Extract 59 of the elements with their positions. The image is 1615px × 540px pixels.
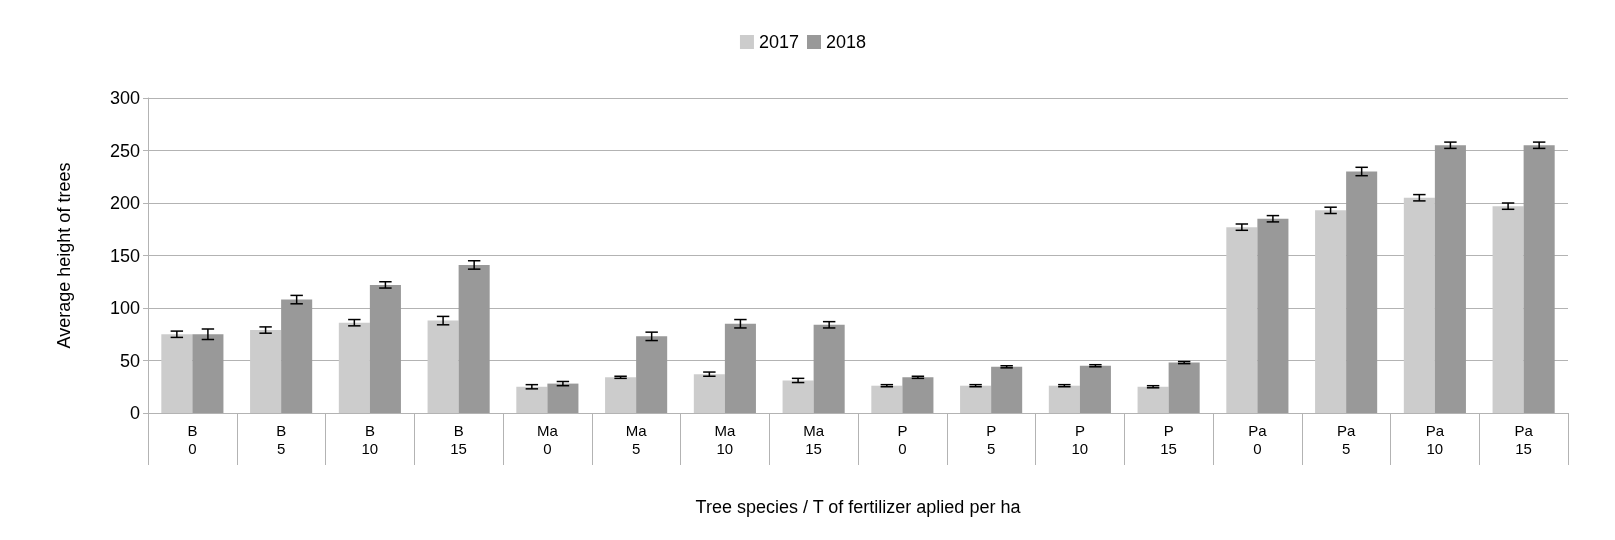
bar xyxy=(1492,206,1524,413)
x-tick-label: B 15 xyxy=(450,421,467,457)
bar xyxy=(1403,197,1435,413)
bar xyxy=(547,383,579,413)
x-tick-label: Ma 10 xyxy=(714,421,736,457)
x-tick-label: Ma 5 xyxy=(625,421,648,457)
bar xyxy=(871,385,903,413)
bar xyxy=(281,299,313,413)
x-tick-label: P 10 xyxy=(1071,421,1089,457)
x-tick-label: B 10 xyxy=(361,421,379,457)
bar xyxy=(1137,386,1169,413)
legend-label: 2018 xyxy=(826,32,867,52)
y-tick-label: 0 xyxy=(129,403,140,423)
x-tick-label: Pa 5 xyxy=(1336,421,1356,457)
bar xyxy=(192,334,224,413)
bar xyxy=(1346,171,1378,413)
y-tick-label: 50 xyxy=(119,350,140,371)
bar xyxy=(1434,145,1466,413)
bar xyxy=(693,374,725,413)
bar xyxy=(161,334,193,413)
y-tick-label: 250 xyxy=(109,140,140,161)
bar xyxy=(813,324,845,413)
bar xyxy=(636,336,668,413)
bar xyxy=(960,385,992,413)
bar xyxy=(338,322,370,413)
x-axis-title: Tree species / T of fertilizer aplied per ha xyxy=(695,497,1022,517)
y-axis-title: Average height of trees xyxy=(54,162,74,349)
bar xyxy=(1079,365,1111,413)
y-tick-label: 300 xyxy=(109,88,140,108)
x-tick-label: Ma 15 xyxy=(803,421,825,457)
x-tick-label: Pa 15 xyxy=(1514,421,1534,457)
bar xyxy=(1048,385,1080,413)
x-tick-label: P 5 xyxy=(986,421,997,457)
x-tick-label: Ma 0 xyxy=(536,421,559,457)
x-tick-label: B 0 xyxy=(187,421,198,457)
bar xyxy=(1315,210,1347,413)
bar xyxy=(724,323,756,413)
bar xyxy=(605,377,637,413)
x-tick-label: P 15 xyxy=(1160,421,1177,457)
bar xyxy=(991,366,1023,413)
bar xyxy=(1257,218,1289,413)
x-tick-label: Pa 10 xyxy=(1425,421,1445,457)
bar xyxy=(1168,362,1200,413)
x-tick-label: B 5 xyxy=(276,421,287,457)
bar xyxy=(1523,145,1555,413)
legend-label: 2017 xyxy=(758,32,799,52)
y-tick-label: 150 xyxy=(109,245,140,266)
bar xyxy=(1226,227,1258,413)
x-tick-label: P 0 xyxy=(897,421,908,457)
bar xyxy=(427,320,459,413)
bar xyxy=(250,330,282,413)
bar xyxy=(782,380,814,413)
y-tick-label: 100 xyxy=(109,298,140,318)
y-tick-label: 200 xyxy=(109,193,140,213)
bar xyxy=(369,284,401,413)
x-tick-label: Pa 0 xyxy=(1248,421,1268,457)
bar xyxy=(516,386,548,413)
bar xyxy=(902,377,934,413)
bar xyxy=(458,264,490,413)
